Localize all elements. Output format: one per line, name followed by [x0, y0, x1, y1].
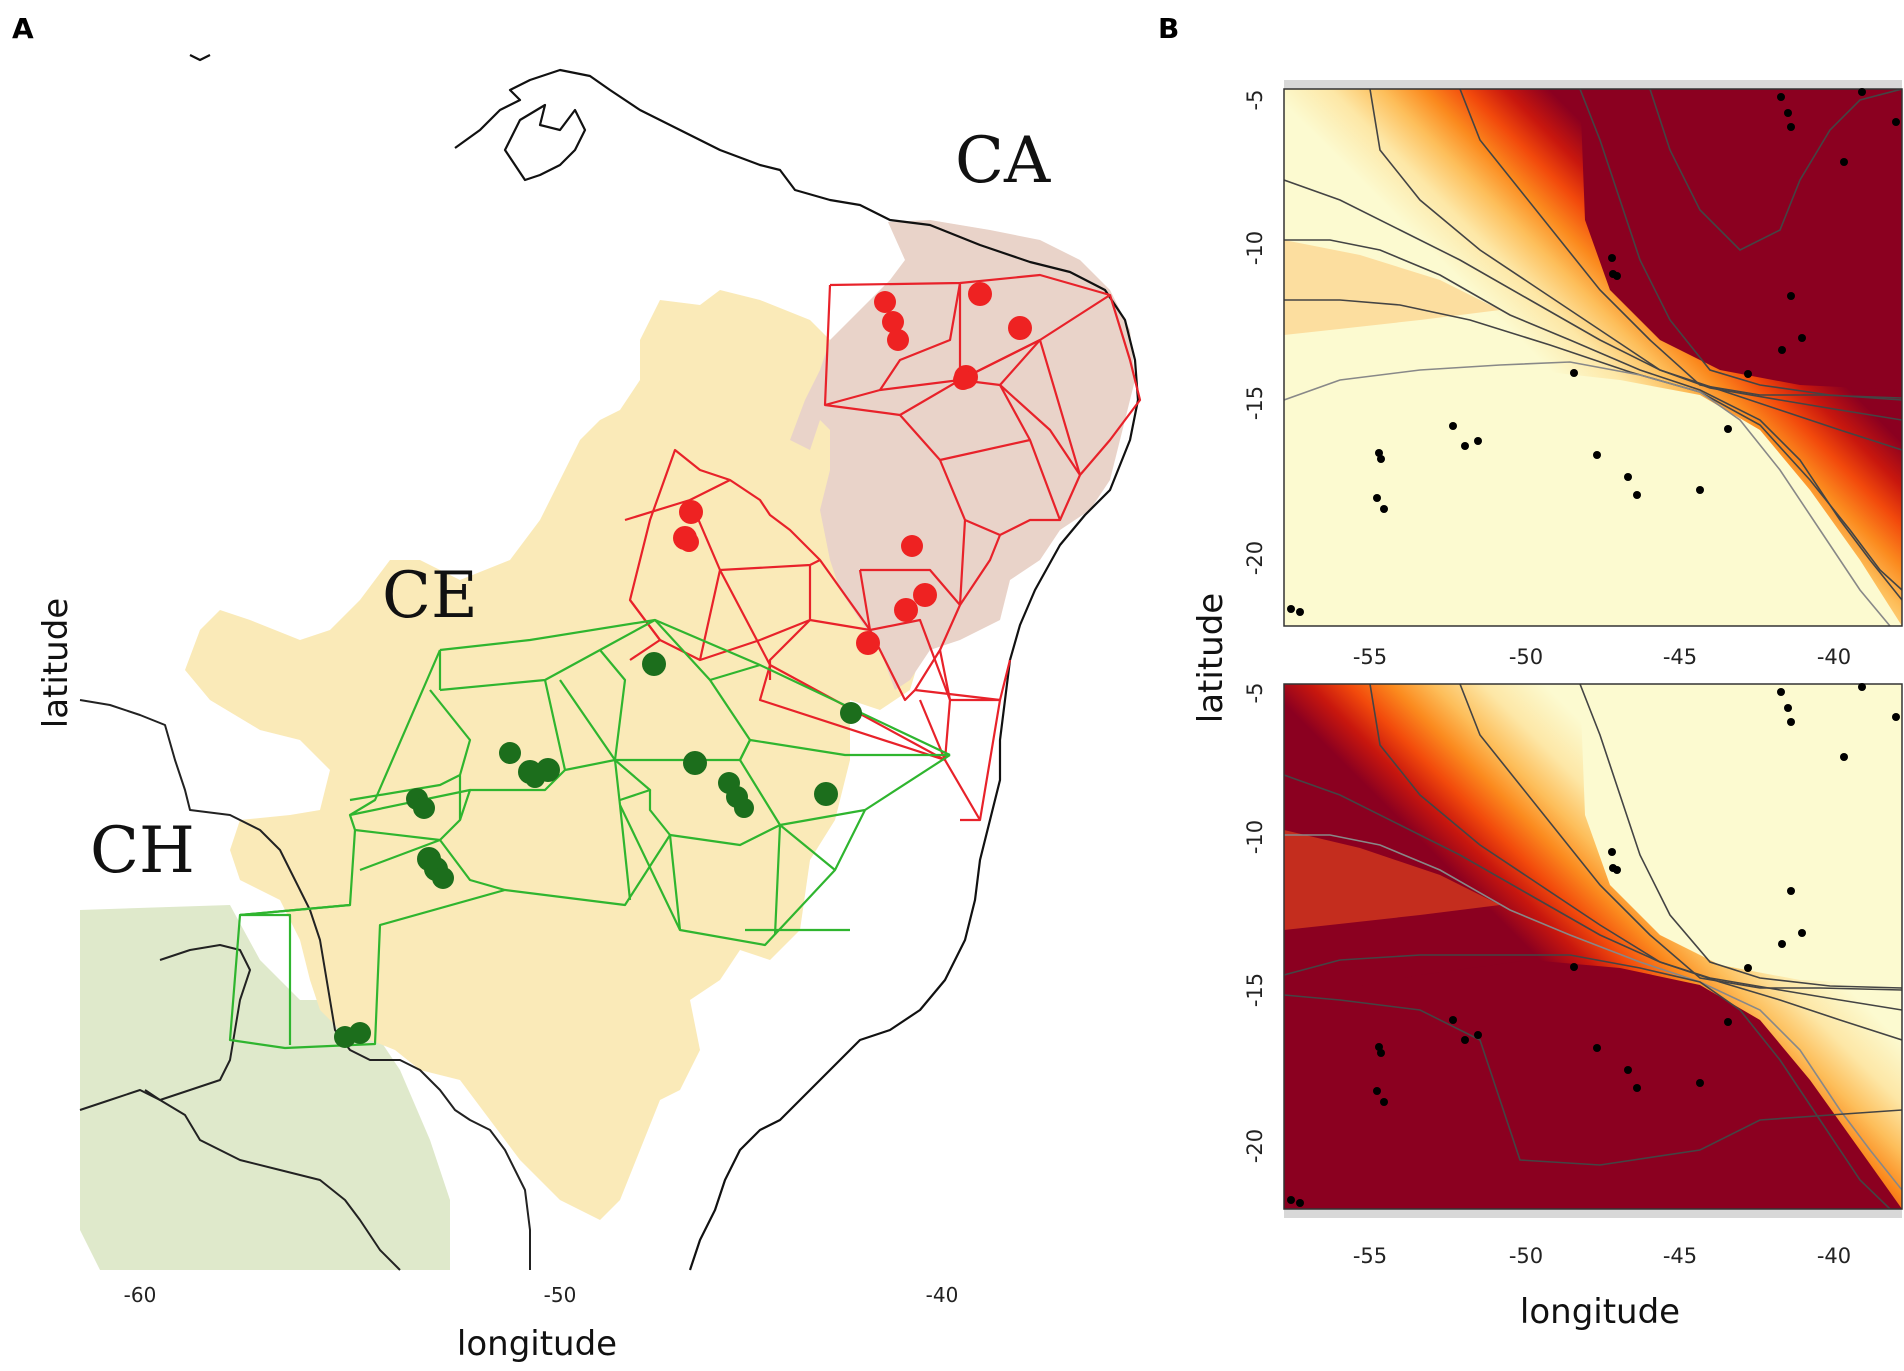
panel-a-x-tick: -50	[544, 1283, 577, 1307]
heatmap-top-y-tick: -5	[1243, 90, 1267, 111]
heatmap-top-y-tick: -10	[1243, 231, 1267, 265]
heatmap-bottom-x-tick: -50	[1509, 1244, 1543, 1268]
coastline-island	[503, 103, 587, 182]
ce-biome-area	[185, 290, 930, 1220]
panel-a-x-tick: -60	[124, 1283, 157, 1307]
heatmap-top-border	[1283, 88, 1903, 627]
heatmap-bottom-x-tick: -55	[1353, 1244, 1387, 1268]
heatmap-bottom-y-tick: -10	[1243, 820, 1267, 854]
panel-a-map: A	[12, 12, 1142, 1364]
heatmap-top-x-tick: -55	[1353, 645, 1387, 669]
heatmap-top-x-tick: -45	[1663, 645, 1697, 669]
heatmap-bottom-points	[1287, 683, 1900, 1207]
panel-b-y-axis-title: latitude	[1191, 593, 1231, 723]
heatmap-bottom-y-tick: -15	[1243, 973, 1267, 1007]
panel-a-x-tick: -40	[926, 1283, 959, 1307]
heatmap-top: -5 -10 -15 -20 -55 -50 -45 -40	[1243, 80, 1903, 669]
border-line-inner	[144, 944, 251, 1101]
panel-a-x-axis-title: longitude	[457, 1324, 617, 1364]
panel-a-y-axis-title: latitude	[36, 598, 76, 728]
ch-biome-area	[80, 905, 450, 1270]
region-label-ca: CA	[955, 124, 1051, 198]
heatmap-bottom-frame	[1284, 1209, 1902, 1218]
heatmap-bottom: -5 -10 -15 -20 -55 -50 -45 -40	[1243, 683, 1903, 1268]
ce-tessellation	[228, 618, 951, 1050]
heatmap-bottom-x-tick: -40	[1817, 1244, 1851, 1268]
heatmap-top-y-tick: -20	[1243, 541, 1267, 575]
heatmap-top-x-tick: -40	[1817, 645, 1851, 669]
panel-b-x-axis-title: longitude	[1520, 1292, 1680, 1332]
heatmap-top-points	[1287, 88, 1900, 616]
border-line-south	[79, 1089, 401, 1271]
region-label-ce: CE	[382, 559, 478, 633]
heatmap-bottom-x-tick: -45	[1663, 1244, 1697, 1268]
heatmap-bottom-y-tick: -20	[1243, 1129, 1267, 1163]
heatmap-bottom-y-tick: -5	[1243, 683, 1267, 704]
heatmap-bottom-border	[1283, 683, 1903, 1210]
region-label-ch: CH	[90, 814, 195, 888]
heatmap-top-y-tick: -15	[1243, 386, 1267, 420]
panel-b-label: B	[1158, 12, 1179, 45]
border-line-west	[79, 699, 531, 1270]
heatmap-top-frame	[1284, 80, 1902, 89]
ca-occurrence-points	[673, 282, 1032, 655]
coastline-fragment	[189, 54, 211, 62]
panel-b-heatmaps: B	[1158, 12, 1903, 1332]
panel-a-label: A	[12, 12, 34, 45]
heatmap-top-x-tick: -50	[1509, 645, 1543, 669]
coastline	[454, 68, 1140, 1271]
ce-occurrence-points	[334, 652, 862, 1048]
